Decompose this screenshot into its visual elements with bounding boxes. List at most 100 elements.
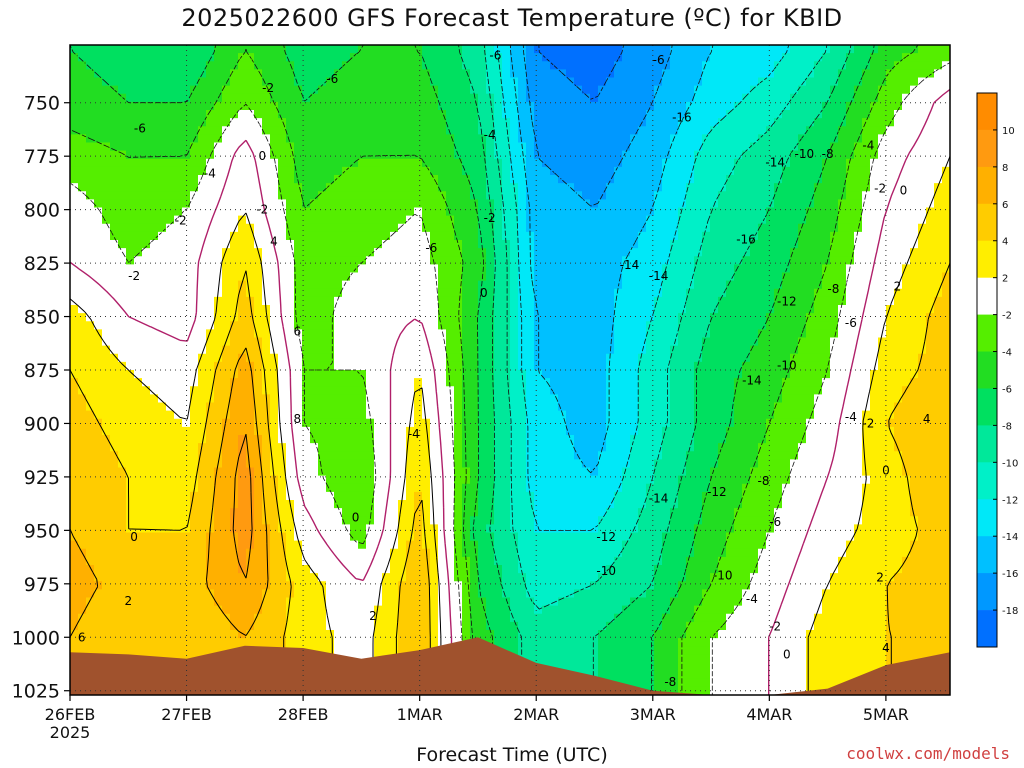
- field-cell: [334, 93, 343, 103]
- field-cell: [198, 353, 207, 363]
- field-cell: [414, 565, 423, 574]
- field-cell: [150, 345, 159, 355]
- field-cell: [270, 191, 279, 200]
- field-cell: [102, 53, 111, 62]
- field-cell: [190, 459, 199, 469]
- field-cell: [518, 605, 527, 615]
- field-cell: [262, 215, 271, 225]
- field-cell: [534, 435, 543, 444]
- field-cell: [542, 556, 551, 566]
- field-cell: [542, 394, 551, 404]
- field-cell: [326, 175, 335, 184]
- field-cell: [302, 435, 311, 444]
- field-cell: [374, 191, 383, 200]
- field-cell: [526, 231, 535, 241]
- field-cell: [550, 126, 559, 135]
- field-cell: [318, 426, 327, 436]
- field-cell: [86, 361, 95, 371]
- field-cell: [94, 418, 103, 428]
- field-cell: [126, 435, 135, 444]
- field-cell: [382, 207, 391, 217]
- field-cell: [118, 597, 127, 607]
- field-cell: [550, 166, 559, 176]
- field-cell: [214, 158, 223, 168]
- field-cell: [150, 508, 159, 517]
- field-cell: [430, 345, 439, 355]
- field-cell: [182, 426, 191, 436]
- field-cell: [502, 93, 511, 103]
- field-cell: [446, 126, 455, 135]
- field-cell: [190, 101, 199, 111]
- field-cell: [270, 621, 279, 631]
- field-cell: [278, 573, 287, 582]
- field-cell: [214, 134, 223, 144]
- field-cell: [174, 370, 183, 379]
- field-cell: [262, 199, 271, 209]
- field-cell: [94, 621, 103, 631]
- field-cell: [454, 101, 463, 111]
- field-cell: [494, 69, 503, 79]
- field-cell: [390, 394, 399, 404]
- field-cell: [142, 524, 151, 534]
- field-cell: [78, 353, 87, 363]
- field-cell: [518, 556, 527, 566]
- field-cell: [134, 459, 143, 469]
- field-cell: [246, 621, 255, 631]
- field-cell: [78, 402, 87, 412]
- field-cell: [462, 61, 471, 70]
- field-cell: [342, 272, 351, 282]
- field-cell: [214, 646, 223, 655]
- field-cell: [438, 158, 447, 168]
- field-cell: [270, 540, 279, 550]
- field-cell: [158, 248, 167, 257]
- field-cell: [454, 426, 463, 436]
- field-cell: [358, 459, 367, 469]
- field-cell: [134, 597, 143, 607]
- field-cell: [526, 426, 535, 436]
- field-cell: [142, 296, 151, 306]
- field-cell: [134, 85, 143, 95]
- field-cell: [550, 386, 559, 395]
- field-cell: [302, 142, 311, 152]
- field-cell: [246, 589, 255, 599]
- field-cell: [502, 329, 511, 339]
- field-cell: [374, 386, 383, 395]
- field-cell: [262, 605, 271, 615]
- field-cell: [270, 451, 279, 460]
- field-cell: [542, 654, 551, 664]
- field-cell: [302, 296, 311, 306]
- field-cell: [110, 646, 119, 655]
- field-cell: [254, 467, 263, 477]
- field-cell: [374, 613, 383, 623]
- field-cell: [126, 370, 135, 379]
- field-cell: [302, 573, 311, 582]
- field-cell: [398, 540, 407, 550]
- field-cell: [350, 85, 359, 95]
- field-cell: [214, 402, 223, 412]
- field-cell: [318, 134, 327, 144]
- field-cell: [134, 378, 143, 387]
- field-cell: [190, 467, 199, 477]
- field-cell: [222, 410, 231, 420]
- field-cell: [374, 215, 383, 225]
- field-cell: [214, 516, 223, 525]
- field-cell: [294, 565, 303, 574]
- field-cell: [166, 524, 175, 534]
- field-cell: [310, 516, 319, 525]
- field-cell: [102, 175, 111, 184]
- field-cell: [534, 288, 543, 298]
- field-cell: [294, 85, 303, 95]
- field-cell: [358, 418, 367, 428]
- field-cell: [70, 142, 79, 152]
- field-cell: [518, 394, 527, 404]
- field-cell: [390, 191, 399, 200]
- field-cell: [566, 45, 575, 54]
- field-cell: [438, 77, 447, 87]
- field-cell: [238, 638, 247, 647]
- field-cell: [390, 110, 399, 119]
- field-cell: [190, 207, 199, 217]
- field-cell: [558, 240, 567, 249]
- field-cell: [478, 126, 487, 135]
- field-cell: [446, 207, 455, 217]
- field-cell: [422, 288, 431, 298]
